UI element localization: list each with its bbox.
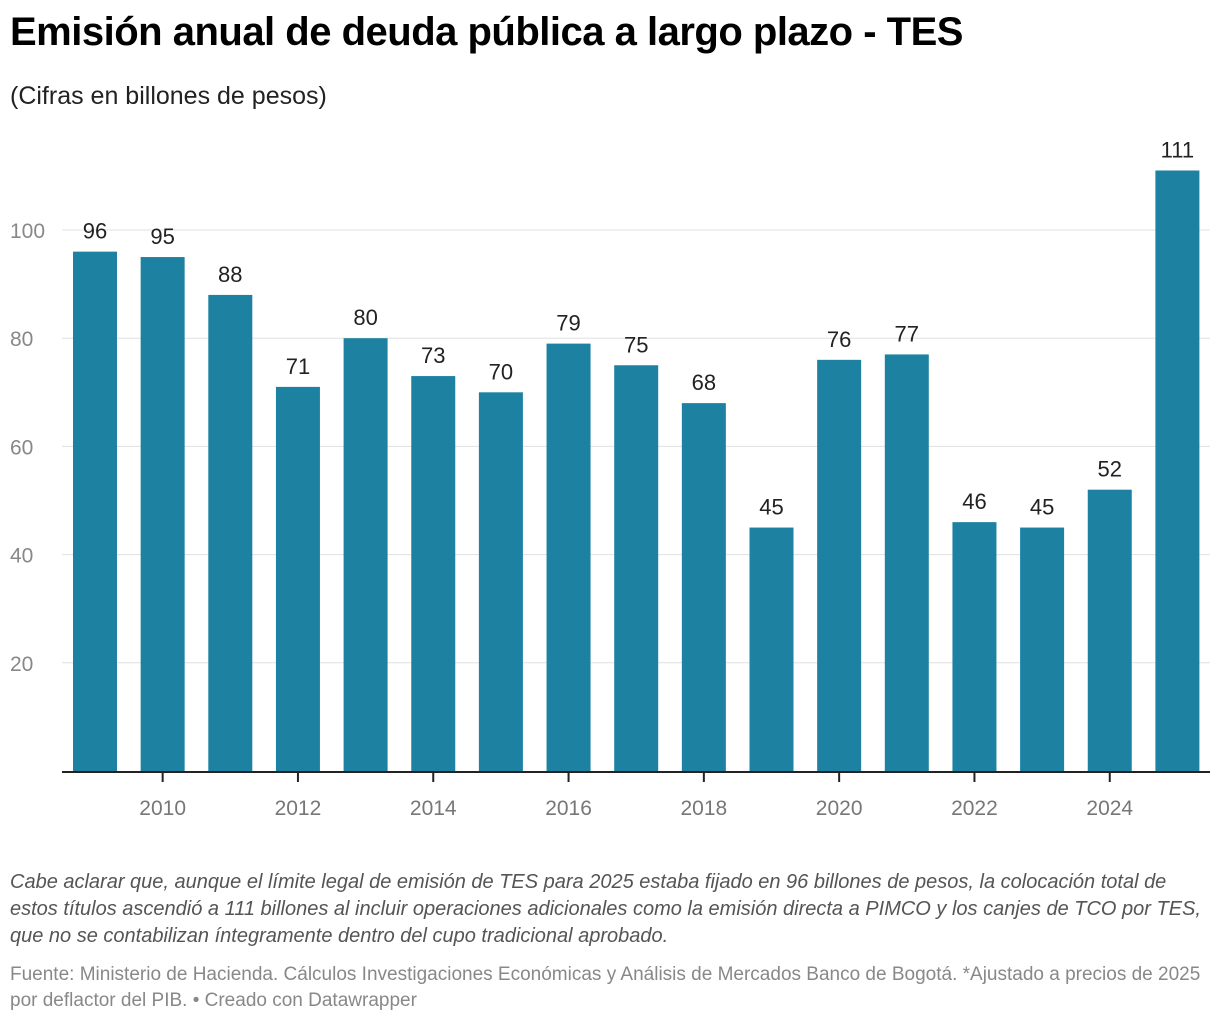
bar-2012	[275, 386, 320, 771]
data-label: 70	[489, 359, 513, 384]
data-label: 45	[759, 495, 783, 520]
x-tick-label: 2018	[680, 797, 727, 820]
data-label: 79	[556, 311, 580, 336]
data-label: 76	[827, 327, 851, 352]
bar-2014	[411, 376, 456, 771]
bar-2011	[208, 294, 253, 771]
data-label: 46	[962, 489, 986, 514]
y-tick-label: 80	[10, 328, 33, 351]
y-tick-label: 20	[10, 653, 33, 676]
bar-2009	[73, 251, 117, 771]
bar-2023	[1020, 527, 1065, 771]
bar-2022	[952, 522, 997, 771]
data-label: 45	[1030, 495, 1054, 520]
data-label: 95	[150, 224, 174, 249]
x-tick-label: 2024	[1086, 797, 1133, 820]
bar-2013	[343, 338, 388, 771]
y-tick-label: 40	[10, 545, 33, 568]
bar-2019	[749, 527, 794, 771]
x-tick-label: 2014	[410, 797, 457, 820]
bar-2015	[478, 392, 523, 771]
x-tick-label: 2020	[816, 797, 863, 820]
bar-2018	[681, 403, 726, 771]
bar-2020	[817, 359, 862, 771]
bar-2025	[1155, 170, 1200, 772]
chart-source: Fuente: Ministerio de Hacienda. Cálculos…	[10, 964, 1201, 1011]
data-label: 77	[895, 321, 919, 346]
y-tick-label: 60	[10, 436, 33, 459]
x-tick-label: 2016	[545, 797, 592, 820]
chart-title: Emisión anual de deuda pública a largo p…	[10, 10, 963, 54]
data-label: 88	[218, 262, 242, 287]
data-label: 68	[692, 370, 716, 395]
data-label: 73	[421, 343, 445, 368]
data-label: 75	[624, 332, 648, 357]
data-label: 111	[1161, 137, 1194, 162]
bar-2024	[1087, 489, 1132, 771]
bar-2017	[614, 365, 659, 771]
data-label: 96	[83, 219, 107, 244]
x-tick-label: 2012	[275, 797, 322, 820]
bar-2016	[546, 343, 591, 771]
x-tick-label: 2022	[951, 797, 998, 820]
bar-2021	[884, 354, 929, 771]
x-tick-label: 2010	[139, 797, 186, 820]
data-label: 52	[1098, 457, 1122, 482]
data-label: 80	[353, 305, 377, 330]
y-tick-label: 100	[10, 220, 45, 243]
data-label: 71	[286, 354, 310, 379]
bar-chart: 20 40 60 80 100 96 95 88 71 80 73 70 79 75 68 45 76 77 46 4…	[10, 137, 1210, 820]
chart-note: Cabe aclarar que, aunque el límite legal…	[10, 871, 1201, 947]
chart-subtitle: (Cifras en billones de pesos)	[10, 82, 327, 110]
bar-2010	[140, 257, 185, 771]
